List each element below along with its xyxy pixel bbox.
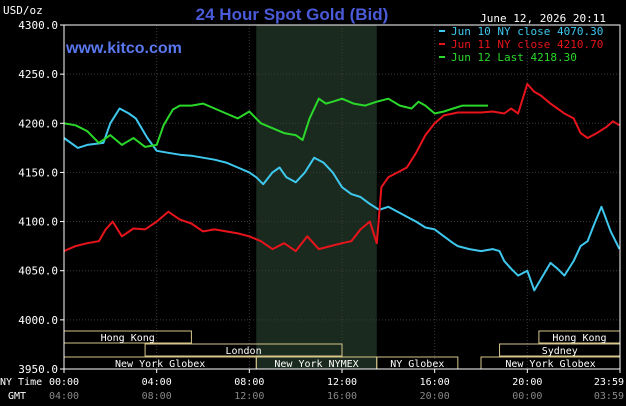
y-unit-label: USD/oz (3, 4, 43, 17)
y-tick-label: 3950.0 (18, 363, 58, 376)
session-box (144, 343, 343, 357)
shaded-interval (256, 25, 377, 369)
session-label: NY Globex (390, 359, 444, 370)
y-tick-label: 4050.0 (18, 265, 58, 278)
y-tick-label: 4250.0 (18, 68, 58, 81)
y-tick-label: 4000.0 (18, 314, 58, 327)
session-label: London (225, 346, 261, 357)
x-tick-label-ny: 12:00 (327, 377, 357, 388)
session-label: New York Globex (505, 359, 595, 370)
x-tick-label-gmt: 03:59 (594, 391, 624, 402)
y-tick-label: 4100.0 (18, 216, 58, 229)
axes-layer: 4300.0 4250.0 4200.0 4150.0 4100.0 4050.0 4000… (18, 19, 624, 402)
series-line (63, 97, 488, 148)
x-tick-label-gmt: 20:00 (420, 391, 450, 402)
series-line (63, 83, 621, 253)
legend-label: Jun 10 NY close 4070.30 (451, 25, 603, 38)
x-tick-label-ny: 20:00 (512, 377, 542, 388)
x-tick-label-gmt: 04:00 (49, 391, 79, 402)
session-label: New York NYMEX (274, 359, 358, 370)
session-label: Hong Kong (552, 333, 606, 344)
date-label: June 12, 2026 20:11 (480, 12, 606, 25)
gmt-label: GMT (8, 391, 26, 402)
x-tick-label-gmt: 00:00 (512, 391, 542, 402)
y-tick-label: 4300.0 (18, 19, 58, 32)
x-tick-label-gmt: 12:00 (234, 391, 264, 402)
x-tick-label-gmt: 16:00 (327, 391, 357, 402)
session-label: New York Globex (115, 359, 205, 370)
x-tick-label-ny: 00:00 (49, 377, 79, 388)
x-tick-label-ny: 23:59 (594, 377, 624, 388)
x-tick-label-gmt: 08:00 (142, 391, 172, 402)
x-tick-label-ny: 16:00 (420, 377, 450, 388)
legend-label: Jun 11 NY close 4210.70 (451, 38, 603, 51)
x-tick-label-ny: 04:00 (142, 377, 172, 388)
session-label: Sydney (542, 346, 578, 357)
session-label: Hong Kong (101, 333, 155, 344)
ny-time-label: NY Time (0, 377, 42, 388)
series-line (63, 107, 621, 292)
chart-title: 24 Hour Spot Gold (Bid) (196, 5, 389, 24)
watermark: www.kitco.com (65, 40, 182, 57)
x-tick-label-ny: 08:00 (234, 377, 264, 388)
legend-label: Jun 12 Last 4218.30 (451, 51, 577, 64)
y-tick-label: 4200.0 (18, 117, 58, 130)
shaded-session-layer (256, 25, 377, 369)
y-tick-label: 4150.0 (18, 166, 58, 179)
series-layer (63, 83, 621, 292)
